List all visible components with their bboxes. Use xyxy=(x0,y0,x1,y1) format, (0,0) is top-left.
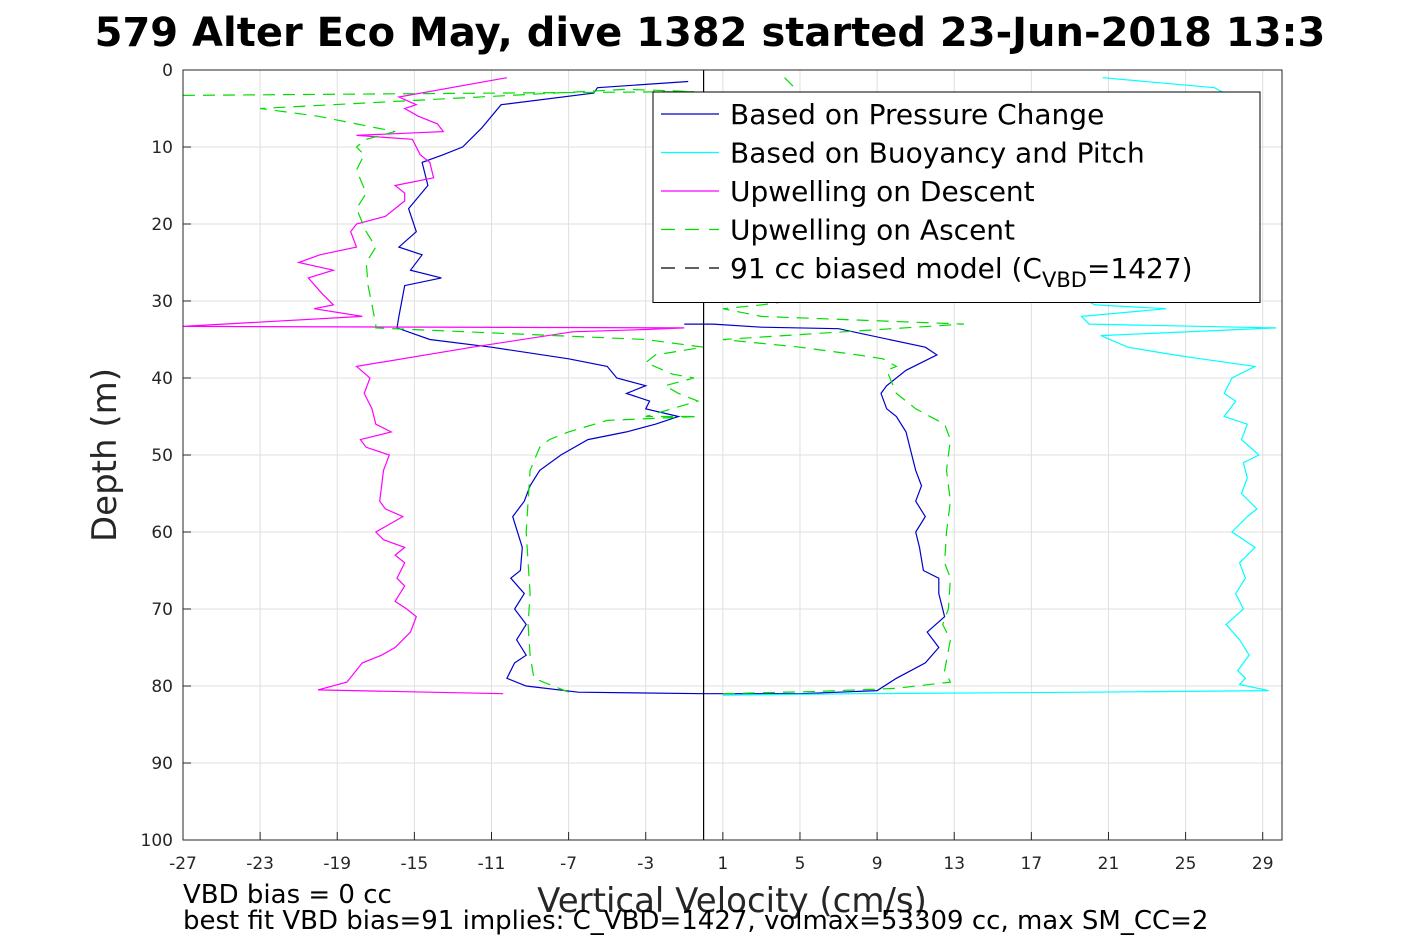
x-tick-label: 25 xyxy=(1175,854,1197,874)
x-tick-label: -7 xyxy=(560,854,577,874)
series-line-3 xyxy=(183,77,685,695)
x-tick-label: -11 xyxy=(478,854,506,874)
y-tick-label: 80 xyxy=(151,677,173,697)
y-tick-label: 50 xyxy=(151,446,173,466)
x-ticks: -27 -23 -19 -15 -11 -7 -3 1 5 9 13 17 21 25 29 xyxy=(169,832,1274,874)
x-tick-label: -3 xyxy=(637,854,654,874)
footer-line-1: VBD bias = 0 cc xyxy=(183,880,392,910)
legend: Based on Pressure Change Based on Buoyanc… xyxy=(652,91,1261,303)
chart-title: 579 Alter Eco May, dive 1382 started 23-… xyxy=(95,10,1326,56)
series-line-2 xyxy=(722,300,1277,696)
x-tick-label: 5 xyxy=(795,854,806,874)
x-tick-label: -23 xyxy=(246,854,274,874)
y-axis-label: Depth (m) xyxy=(85,368,125,542)
x-tick-label: 17 xyxy=(1021,854,1043,874)
x-tick-label: 21 xyxy=(1098,854,1120,874)
series-line-0 xyxy=(396,80,946,695)
y-tick-label: 20 xyxy=(151,215,173,235)
y-tick-label: 30 xyxy=(151,292,173,312)
y-tick-label: 0 xyxy=(162,61,173,81)
x-tick-label: -15 xyxy=(400,854,428,874)
y-ticks: 0 10 20 30 40 50 60 70 80 90 100 xyxy=(141,61,191,851)
y-tick-label: 70 xyxy=(151,600,173,620)
y-tick-label: 10 xyxy=(151,138,173,158)
legend-box xyxy=(652,91,1261,303)
x-axis-label: Vertical Velocity (cm/s) xyxy=(537,881,927,921)
x-tick-label: 9 xyxy=(872,854,883,874)
legend-label: Upwelling on Ascent xyxy=(730,214,1015,247)
legend-label: Upwelling on Descent xyxy=(730,175,1035,208)
y-tick-label: 40 xyxy=(151,369,173,389)
y-tick-label: 90 xyxy=(151,754,173,774)
series-line-4 xyxy=(183,88,704,695)
x-tick-label: 1 xyxy=(717,854,728,874)
x-tick-label: -27 xyxy=(169,854,197,874)
x-tick-label: 13 xyxy=(943,854,965,874)
series-line-6 xyxy=(722,300,964,695)
footer-line-2: best fit VBD bias=91 implies: C_VBD=1427… xyxy=(183,906,1208,936)
y-tick-label: 60 xyxy=(151,523,173,543)
x-tick-label: 29 xyxy=(1252,854,1274,874)
x-tick-label: -19 xyxy=(323,854,351,874)
legend-label: Based on Pressure Change xyxy=(730,98,1104,131)
y-tick-label: 100 xyxy=(141,831,173,851)
legend-label: Based on Buoyancy and Pitch xyxy=(730,137,1145,170)
